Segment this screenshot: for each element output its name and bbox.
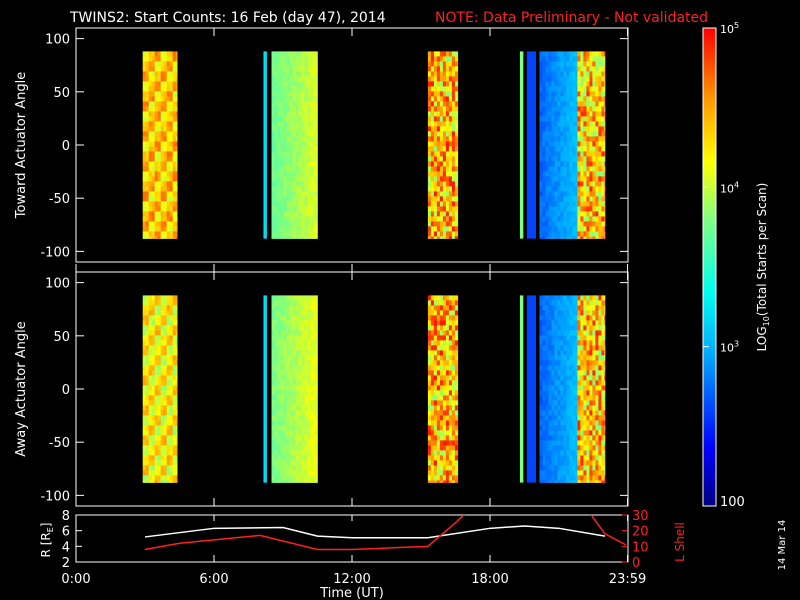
away-block-5 [526, 295, 536, 483]
x-tick-label: 18:00 [471, 572, 508, 587]
toward-block-0 [142, 51, 178, 239]
away-ytick-label: 0 [62, 383, 70, 398]
away-ytick-label: 100 [45, 277, 70, 292]
colorbar-tick-label: 104 [720, 180, 739, 195]
figure-title: TWINS2: Start Counts: 16 Feb (day 47), 2… [69, 10, 386, 26]
x-tick-label: 12:00 [333, 572, 370, 587]
colorbar-label: LOG10(Total Starts per Scan) [755, 183, 771, 352]
away-block-7 [577, 295, 606, 483]
toward-block-7 [577, 51, 606, 239]
away-block-6 [539, 295, 578, 483]
lshell-axis-label: L Shell [673, 522, 687, 562]
lshell-line [590, 515, 627, 546]
lshell-tick-label: 30 [632, 509, 649, 524]
away-block-3 [427, 295, 459, 483]
radius-axis-label: R [RE] [39, 523, 55, 558]
colorbar-ticks: 103 104 105 [703, 21, 739, 355]
radius-tick-label: 8 [62, 509, 70, 524]
radius-line [144, 525, 606, 539]
toward-ytick-label: 50 [53, 86, 70, 101]
toward-block-3 [427, 51, 459, 239]
toward-block-4 [519, 51, 524, 239]
away-axis-label: Away Actuator Angle [14, 321, 29, 456]
toward-heatmap [142, 51, 606, 239]
toward-axis-label: Toward Actuator Angle [14, 72, 29, 219]
lshell-tick-label: 10 [632, 540, 649, 555]
away-heatmap [142, 295, 606, 483]
lshell-tick-label: 20 [632, 525, 649, 540]
colorbar [702, 27, 717, 507]
x-tick-label: 6:00 [199, 572, 228, 587]
preliminary-note: NOTE: Data Preliminary - Not validated [435, 10, 708, 26]
x-tick-label: 0:00 [61, 572, 90, 587]
date-stamp: 14 Mar 14 [777, 520, 788, 571]
lshell-tick-label: 0 [632, 556, 640, 571]
away-ytick-label: 50 [53, 330, 70, 345]
lshell-line [144, 515, 465, 551]
toward-ytick-label: 100 [45, 33, 70, 48]
colorbar-tick-label: 103 [720, 340, 739, 355]
x-tick-label: 23:59 [609, 572, 646, 587]
radius-tick-label: 6 [62, 525, 70, 540]
toward-block-2 [271, 51, 318, 239]
away-ytick-label: -50 [49, 436, 70, 451]
toward-block-6 [539, 51, 578, 239]
x-axis-label: Time (UT) [319, 586, 384, 600]
orbit-lines [144, 515, 627, 551]
toward-y-axis: 100 50 0 -50 -100 [40, 33, 628, 260]
away-block-4 [519, 295, 524, 483]
colorbar-tick-label: 105 [720, 21, 739, 36]
away-block-0 [142, 295, 178, 483]
radius-tick-label: 2 [62, 556, 70, 571]
radius-tick-label: 4 [62, 540, 70, 555]
away-block-2 [271, 295, 318, 483]
colorbar-min-label: 100 [720, 495, 745, 510]
toward-ytick-label: -100 [40, 245, 70, 260]
away-y-axis: 100 50 0 -50 -100 [40, 277, 628, 504]
away-block-1 [263, 295, 267, 483]
away-ytick-label: -100 [40, 489, 70, 504]
orbit-panel-frame [75, 514, 629, 563]
toward-ytick-label: -50 [49, 192, 70, 207]
toward-block-1 [263, 51, 267, 239]
toward-ytick-label: 0 [62, 139, 70, 154]
toward-block-5 [526, 51, 536, 239]
